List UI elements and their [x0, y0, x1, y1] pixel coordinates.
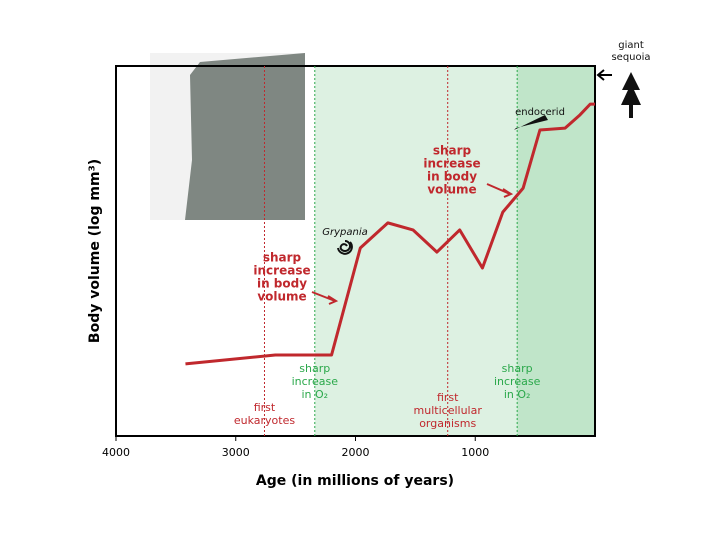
annotation: increase: [253, 264, 310, 278]
event-label: increase: [292, 375, 339, 388]
x-axis-label: Age (in millions of years): [256, 473, 454, 489]
shaded-region: [314, 66, 595, 436]
event-label: in O₂: [504, 388, 531, 401]
arrow: [486, 183, 514, 198]
background: [314, 66, 595, 436]
event-label: in O₂: [301, 388, 328, 401]
annotation: volume: [257, 290, 306, 304]
annotation: increase: [423, 157, 480, 171]
annotation: endocerid: [515, 107, 565, 118]
annotation: sharp: [263, 251, 302, 265]
decorations: [311, 69, 641, 305]
grypania-icon: [337, 240, 353, 255]
tree-icon: [621, 72, 641, 118]
event-label: sharp: [299, 362, 330, 375]
x-tick-label: 2000: [342, 446, 370, 459]
annotation: in body: [257, 277, 307, 291]
arrow: [596, 69, 612, 81]
annotation: in body: [427, 170, 477, 184]
event-label: increase: [494, 375, 541, 388]
annotation: Grypania: [322, 227, 368, 238]
event-label: first: [254, 401, 276, 414]
y-axis-label: Body volume (log mm³): [87, 159, 103, 343]
event-label: eukaryotes: [234, 414, 295, 427]
annotation: giant: [618, 40, 644, 51]
arrow: [311, 291, 339, 305]
event-label: first: [437, 391, 459, 404]
event-label: organisms: [419, 417, 476, 430]
event-label: sharp: [502, 362, 533, 375]
fossil-photo: [185, 53, 305, 220]
annotation: sequoia: [611, 52, 650, 63]
endocerid-icon: [514, 115, 548, 130]
event-label: multicellular: [414, 404, 483, 417]
x-tick-label: 1000: [461, 446, 489, 459]
x-tick-label: 4000: [102, 446, 130, 459]
x-tick-label: 3000: [222, 446, 250, 459]
annotation: sharp: [433, 144, 472, 158]
annotation: volume: [427, 183, 476, 197]
line-series: [185, 102, 595, 366]
